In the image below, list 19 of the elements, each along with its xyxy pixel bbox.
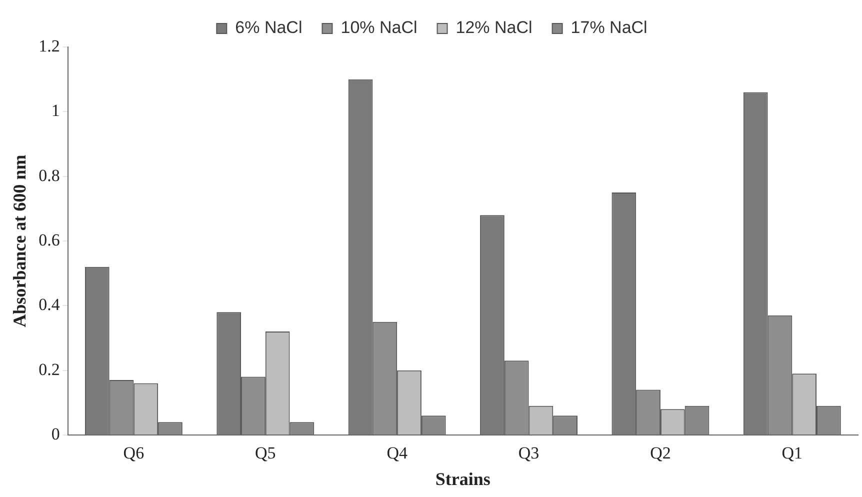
x-tick-label: Q2	[650, 444, 671, 463]
x-tick-label: Q1	[782, 444, 803, 463]
legend-label: 17% NaCl	[570, 18, 648, 38]
legend-label: 12% NaCl	[456, 18, 532, 38]
y-tick-label: 0	[51, 424, 60, 444]
x-axis-title: Strains	[435, 468, 490, 489]
y-tick-label: 0.8	[38, 166, 60, 185]
legend-label: 6% NaCl	[235, 18, 302, 38]
y-tick-label: 1.2	[38, 36, 60, 56]
y-tick-label: 0.6	[38, 230, 60, 250]
x-tick-label: Q6	[123, 444, 144, 463]
legend-label: 10% NaCl	[340, 18, 418, 38]
x-tick-label: Q4	[386, 444, 408, 463]
y-tick-label: 1	[51, 101, 60, 120]
y-tick-label: 0.4	[38, 295, 60, 314]
x-tick-label: Q5	[254, 444, 276, 463]
y-axis-title: Absorbance at 600 nm	[9, 154, 30, 328]
x-tick-label: Q3	[518, 444, 540, 463]
y-tick-label: 0.2	[38, 360, 60, 379]
